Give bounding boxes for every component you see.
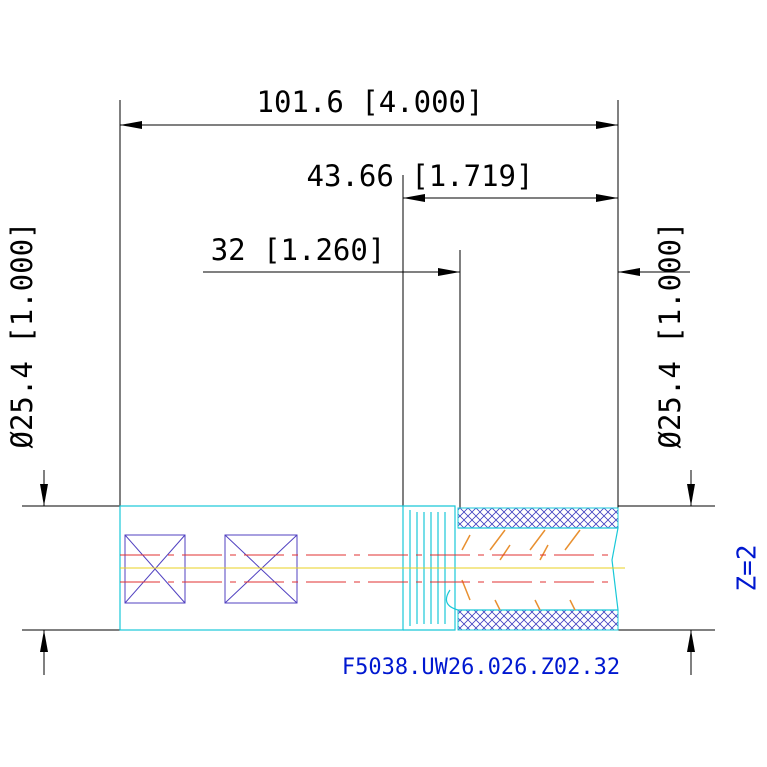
flute-count: Z=2 [733, 545, 763, 592]
diameter-right: Ø25.4 [1.000] [653, 222, 687, 449]
overall-length: 101.6 [4.000] [257, 85, 484, 119]
part-number: F5038.UW26.026.Z02.32 [342, 655, 620, 680]
flute-length: 32 [1.260] [211, 233, 386, 267]
diameter-left: Ø25.4 [1.000] [5, 222, 39, 449]
tool-body [119, 505, 625, 631]
shank-length: 43.66 [1.719] [307, 159, 534, 193]
dimension-lines [40, 121, 695, 675]
